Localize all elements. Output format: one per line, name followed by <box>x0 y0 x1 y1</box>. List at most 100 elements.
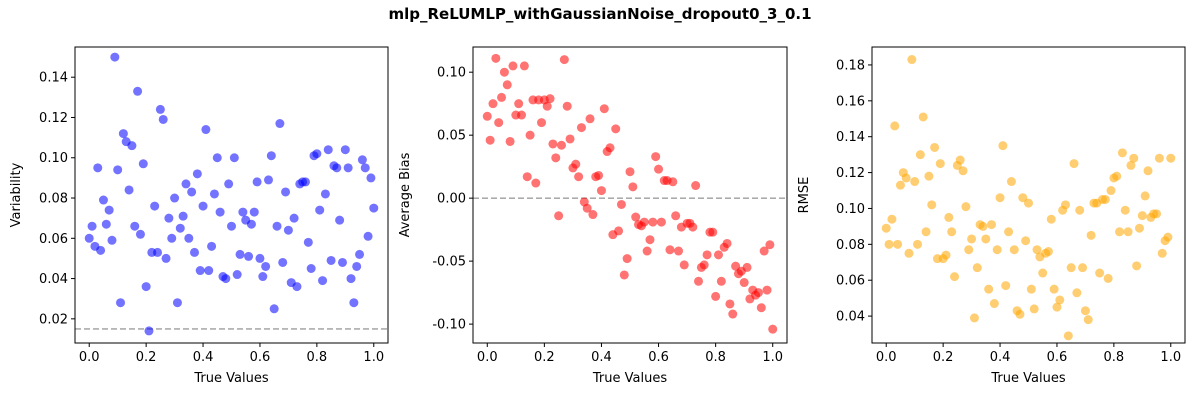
data-point <box>913 239 923 249</box>
data-point <box>181 179 191 189</box>
axes-frame <box>472 46 788 344</box>
y-tick-label: 0.12 <box>39 111 68 126</box>
data-point <box>1100 194 1110 204</box>
data-point <box>907 55 917 65</box>
data-point <box>654 164 664 174</box>
data-point <box>1038 268 1048 278</box>
y-axis-label: Variability <box>9 162 24 227</box>
x-tick: 1.0 <box>1160 343 1181 365</box>
data-point <box>1106 186 1116 196</box>
data-point <box>1154 153 1164 163</box>
data-point <box>124 185 134 195</box>
data-point <box>619 270 629 280</box>
data-point <box>1157 248 1167 258</box>
data-point <box>172 298 182 308</box>
data-point <box>927 200 937 210</box>
data-point <box>232 270 242 280</box>
y-tick: 0.14 <box>39 71 75 86</box>
data-point <box>170 193 180 203</box>
data-point <box>944 212 954 222</box>
data-point <box>765 240 775 250</box>
data-point <box>739 278 749 288</box>
data-point <box>548 139 558 149</box>
data-point <box>895 180 905 190</box>
data-point <box>335 215 345 225</box>
scatter-panel-3: 0.0 0.2 0.4 0.6 0.8 1.0 0.04 0.06 0.08 0.10 0.12 0.… <box>797 46 1186 386</box>
data-point <box>320 189 330 199</box>
x-tick: 0.6 <box>250 343 270 365</box>
data-point <box>514 99 524 109</box>
data-point <box>639 217 649 227</box>
data-point <box>881 223 891 233</box>
data-point <box>978 221 988 231</box>
data-point <box>713 250 723 260</box>
y-tick: -0.10 <box>432 318 473 333</box>
data-point <box>366 173 376 183</box>
data-point <box>989 299 999 309</box>
data-point <box>235 249 245 259</box>
y-tick: 0.04 <box>39 272 75 287</box>
data-point <box>263 175 273 185</box>
data-point <box>585 114 595 124</box>
y-tick: 0.16 <box>836 94 872 109</box>
axes-frame <box>74 46 389 344</box>
data-point <box>118 129 128 139</box>
data-point <box>244 251 254 261</box>
y-tick: 0.02 <box>39 312 75 327</box>
x-tick-label: 0.8 <box>705 350 726 365</box>
data-point <box>1143 166 1153 176</box>
data-point <box>1004 227 1014 237</box>
data-point <box>901 173 911 183</box>
x-tick-label: 0.4 <box>990 350 1011 365</box>
data-point <box>1086 230 1096 240</box>
data-point <box>668 177 678 187</box>
data-point <box>1015 309 1025 319</box>
x-tick: 0.4 <box>193 343 213 365</box>
data-point <box>531 178 541 188</box>
data-point <box>491 53 501 63</box>
x-tick-label: 1.0 <box>363 350 384 365</box>
y-tick-label: 0.10 <box>39 151 68 166</box>
data-point <box>622 254 632 264</box>
x-tick-label: 0.6 <box>648 350 669 365</box>
data-point <box>1095 268 1105 278</box>
data-point <box>987 220 997 230</box>
data-point <box>1166 153 1176 163</box>
data-point <box>1043 247 1053 257</box>
data-point <box>1072 288 1082 298</box>
data-point <box>1080 306 1090 316</box>
y-tick-label: 0.08 <box>836 238 865 253</box>
data-point <box>272 221 282 231</box>
data-point <box>708 227 718 237</box>
data-point <box>198 201 208 211</box>
data-point <box>694 276 704 286</box>
data-point <box>753 288 763 298</box>
x-tick: 0.6 <box>1047 343 1067 365</box>
y-axis-label: Average Bias <box>398 152 413 237</box>
y-axis-label: RMSE <box>797 177 812 214</box>
x-tick: 0.4 <box>990 343 1011 365</box>
data-point <box>762 285 772 295</box>
data-point <box>674 246 684 256</box>
data-point <box>209 189 219 199</box>
data-point <box>525 130 535 140</box>
data-point <box>545 94 555 104</box>
data-point <box>1115 227 1125 237</box>
data-point <box>582 203 592 213</box>
x-tick: 1.0 <box>363 343 384 365</box>
y-tick-label: 0.08 <box>39 192 68 207</box>
data-point <box>728 309 738 319</box>
data-point <box>656 217 666 227</box>
data-point <box>1069 159 1079 169</box>
data-point <box>164 213 174 223</box>
x-tick: 0.4 <box>591 343 612 365</box>
data-point <box>96 245 106 255</box>
data-point <box>292 282 302 292</box>
x-tick-label: 0.0 <box>477 350 498 365</box>
data-point <box>631 212 641 222</box>
data-point <box>224 179 234 189</box>
data-point <box>969 313 979 323</box>
data-point <box>1103 273 1113 283</box>
data-point <box>759 246 769 256</box>
